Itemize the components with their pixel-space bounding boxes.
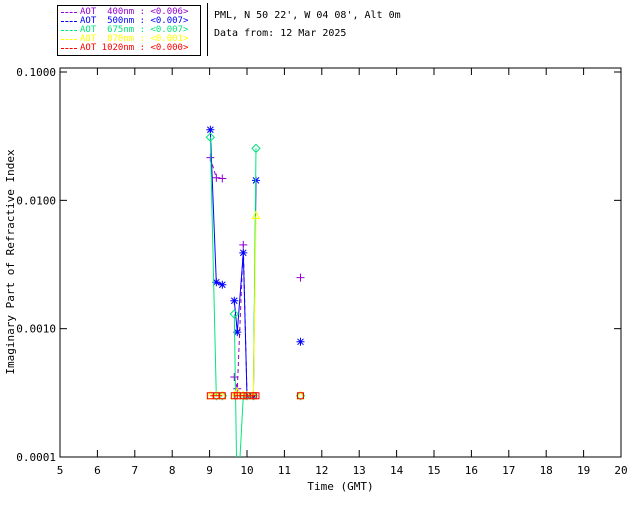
x-tick-label: 7 (131, 464, 138, 477)
plus-marker-aot-400nm (206, 153, 215, 162)
diamond-marker-aot-675nm (205, 132, 216, 142)
legend-label-aot-400nm: AOT 400nm : <0.006> (80, 7, 189, 17)
asterisk-marker-aot-500nm (296, 337, 305, 346)
wavelength-legend: AOT 400nm : <0.006> AOT 500nm : <0.007> AO… (57, 5, 201, 56)
series-aot-1020nm (206, 392, 304, 400)
legend-line-sample-aot-1020nm (61, 48, 77, 49)
x-tick-label: 8 (169, 464, 176, 477)
x-tick-label: 20 (614, 464, 627, 477)
x-tick-label: 19 (577, 464, 590, 477)
diamond-marker-aot-675nm (251, 143, 261, 154)
series-line-aot-870nm (210, 216, 300, 396)
legend-line-sample-aot-870nm (61, 39, 77, 40)
square-marker-aot-1020nm (252, 392, 260, 400)
legend-label-aot-500nm: AOT 500nm : <0.007> (80, 16, 189, 26)
plus-marker-aot-400nm (212, 173, 221, 182)
legend-line-sample-aot-400nm (61, 12, 77, 13)
series-line-aot-675nm (210, 137, 300, 508)
x-tick-label: 13 (353, 464, 366, 477)
triangle-marker-aot-870nm (251, 210, 261, 220)
site-header: PML, N 50 22', W 04 08', Alt 0m Data fro… (214, 7, 401, 43)
x-tick-label: 16 (465, 464, 478, 477)
square-marker-aot-1020nm (296, 392, 304, 400)
legend-item-aot-500nm: AOT 500nm : <0.007> (61, 17, 197, 26)
plot-frame (59, 67, 622, 458)
legend-label-aot-1020nm: AOT 1020nm : <0.000> (80, 43, 189, 53)
series-aot-675nm (205, 132, 306, 508)
x-axis: 5 6 7 8 9 10 11 12 13 14 15 16 17 18 19 20 Time (GMT) (57, 68, 628, 493)
x-tick-label: 6 (94, 464, 101, 477)
legend-item-aot-675nm: AOT 675nm : <0.007> (61, 26, 197, 35)
y-axis: 0.0001 0.0010 0.0100 0.1000 Imaginary Part o… (4, 66, 621, 464)
legend-line-sample-aot-500nm (61, 21, 77, 22)
diamond-marker-aot-675nm (229, 309, 239, 319)
legend-line-sample-aot-675nm (61, 30, 77, 31)
asterisk-marker-aot-500nm (230, 296, 239, 305)
series-aot-870nm (206, 210, 305, 400)
legend-label-aot-675nm: AOT 675nm : <0.007> (80, 25, 189, 35)
x-tick-label: 10 (240, 464, 253, 477)
plus-marker-aot-400nm (230, 373, 239, 382)
asterisk-marker-aot-500nm (206, 125, 215, 134)
plus-marker-aot-400nm (218, 174, 227, 183)
x-tick-label: 5 (57, 464, 64, 477)
asterisk-marker-aot-500nm (233, 328, 242, 337)
legend-item-aot-400nm: AOT 400nm : <0.006> (61, 8, 197, 17)
asterisk-marker-aot-500nm (251, 176, 260, 185)
square-marker-aot-1020nm (218, 392, 226, 400)
site-location-label: PML, N 50 22', W 04 08', Alt 0m (214, 10, 401, 21)
y-tick-label: 0.0010 (16, 323, 56, 336)
y-tick-label: 0.0001 (16, 451, 56, 464)
legend-item-aot-1020nm: AOT 1020nm : <0.000> (61, 44, 197, 53)
x-tick-label: 12 (315, 464, 328, 477)
x-tick-label: 15 (427, 464, 440, 477)
x-tick-label: 14 (390, 464, 404, 477)
legend-label-aot-870nm: AOT 870nm : <0.001> (80, 34, 189, 44)
x-tick-label: 11 (278, 464, 291, 477)
asterisk-marker-aot-500nm (212, 278, 221, 287)
legend-item-aot-870nm: AOT 870nm : <0.001> (61, 35, 197, 44)
data-date-label: Data from: 12 Mar 2025 (214, 28, 347, 39)
x-tick-label: 9 (206, 464, 213, 477)
header-divider (207, 3, 208, 56)
y-tick-label: 0.1000 (16, 66, 56, 79)
x-axis-title: Time (GMT) (307, 480, 373, 493)
plus-marker-aot-400nm (296, 273, 305, 282)
plus-marker-aot-400nm (239, 240, 248, 249)
x-tick-label: 18 (540, 464, 553, 477)
asterisk-marker-aot-500nm (218, 280, 227, 289)
y-tick-label: 0.0100 (16, 194, 56, 207)
x-tick-label: 17 (502, 464, 515, 477)
asterisk-marker-aot-500nm (239, 248, 248, 257)
y-axis-title: Imaginary Part of Refractive Index (4, 149, 17, 375)
